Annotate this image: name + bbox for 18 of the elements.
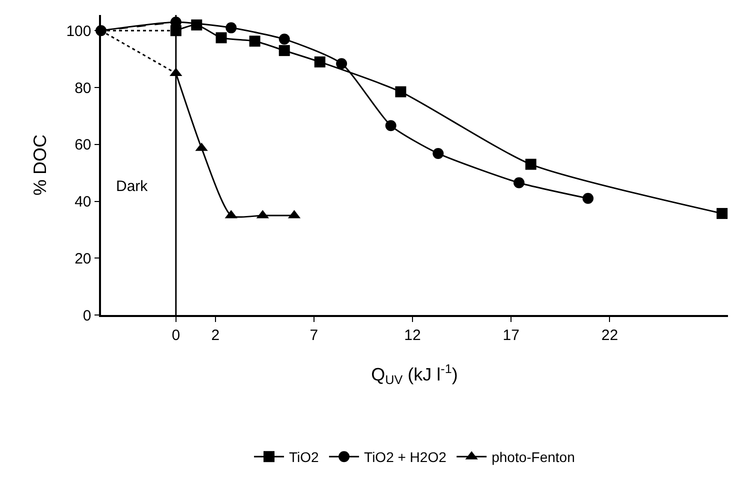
y-axis-title: % DOC [30, 134, 50, 196]
y-tick-label: 100 [66, 22, 92, 40]
x-tick-label: 0 [172, 326, 180, 344]
y-tick-label: 40 [74, 194, 92, 211]
x-tick-label: 12 [404, 326, 421, 344]
x-tick-label: 17 [502, 326, 520, 344]
legend-label: photo-Fenton [492, 449, 575, 466]
y-tick-label: 0 [82, 307, 92, 324]
x-tick-label: 22 [601, 326, 618, 344]
x-tick-label: 7 [310, 326, 318, 344]
annotation: Dark [116, 178, 148, 195]
y-tick-label: 60 [74, 136, 92, 154]
legend-label: TiO2 + H2O2 [364, 449, 447, 466]
legend-label: TiO2 [289, 449, 320, 466]
x-tick-label: 2 [211, 326, 220, 344]
y-tick-label: 20 [74, 250, 92, 268]
y-tick-label: 80 [74, 80, 92, 97]
x-axis-title: Q$_{UV}$ (kJ l$^{-1}$) [371, 362, 458, 388]
